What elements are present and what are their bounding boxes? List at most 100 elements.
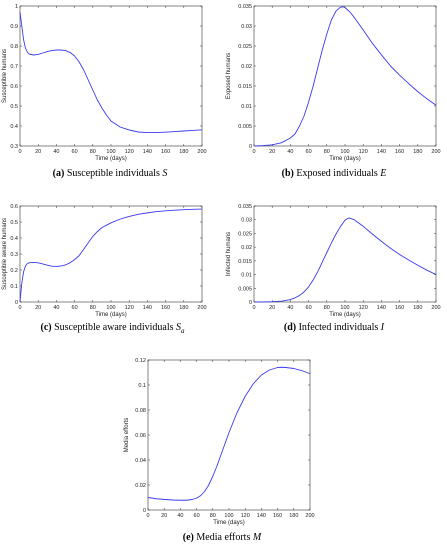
x-tick-label-a-9: 180: [179, 149, 188, 155]
x-axis-title-b: Time (days): [329, 156, 360, 162]
y-tick-label-c-5: 0.5: [10, 220, 18, 226]
caption-a-text: Susceptible individuals: [66, 168, 160, 179]
y-tick-label-e-5: 0.1: [138, 383, 146, 389]
caption-e-symbol: M: [252, 532, 262, 543]
plot-area-c: [19, 205, 203, 303]
y-tick-label-c-3: 0.3: [10, 252, 18, 258]
x-tick-label-a-8: 160: [161, 149, 170, 155]
y-tick-label-b-1: 0.005: [238, 124, 252, 130]
x-tick-label-b-10: 200: [431, 149, 440, 155]
y-tick-label-d-2: 0.01: [241, 273, 252, 279]
y-tick-label-c-6: 0.6: [10, 204, 18, 210]
chart-a-svg: 0 20 40 60 80 100 120 140 160 180 200 0.3 0.4 0.5 0.6 0…: [2, 4, 207, 162]
x-tick-label-e-9: 180: [289, 513, 298, 519]
x-tick-label-c-3: 60: [72, 305, 78, 311]
x-tick-label-d-9: 180: [413, 305, 422, 311]
plot-area-b: [253, 5, 437, 147]
y-tick-label-d-5: 0.025: [238, 231, 252, 237]
y-tick-label-c-4: 0.4: [10, 236, 18, 242]
x-axis-title-d: Time (days): [329, 312, 360, 318]
y-tick-label-a-0: 0.3: [10, 144, 18, 150]
y-tick-label-e-2: 0.04: [135, 458, 146, 464]
chart-panel-d: 0 20 40 60 80 100 120 140 160 180 200 0 0.005 0.01 0.0…: [224, 194, 441, 318]
x-tick-label-e-8: 160: [273, 513, 282, 519]
x-tick-label-b-6: 120: [359, 149, 368, 155]
chart-panel-c: 0 20 40 60 80 100 120 140 160 180 200 0 0.1 0.2 0.3 0.4…: [0, 194, 210, 318]
caption-e: (e) Media efforts M: [112, 532, 332, 543]
x-tick-label-e-3: 60: [194, 513, 200, 519]
x-tick-label-b-3: 60: [306, 149, 312, 155]
y-axis-title-a: Susceptible humans: [2, 49, 8, 103]
x-tick-label-e-2: 40: [177, 513, 183, 519]
x-tick-label-c-5: 100: [106, 305, 115, 311]
y-tick-label-d-3: 0.015: [238, 259, 252, 265]
y-tick-label-c-1: 0.1: [10, 284, 18, 290]
x-tick-label-e-1: 20: [161, 513, 167, 519]
chart-d-svg: 0 20 40 60 80 100 120 140 160 180 200 0 0.005 0.01 0.0…: [226, 204, 441, 318]
chart-panel-b: 0 20 40 60 80 100 120 140 160 180 200 0 0.005 0.01 0.0…: [224, 0, 441, 162]
caption-b: (b) Exposed individuals E: [224, 168, 444, 179]
x-axis-title-e: Time (days): [213, 520, 244, 526]
x-tick-label-b-8: 160: [395, 149, 404, 155]
y-tick-label-b-3: 0.015: [238, 84, 252, 90]
x-tick-label-c-6: 120: [125, 305, 134, 311]
x-tick-label-d-1: 20: [269, 305, 275, 311]
y-tick-label-a-1: 0.4: [10, 124, 18, 130]
plot-area-e: [147, 359, 311, 511]
caption-b-symbol: E: [380, 168, 387, 179]
y-tick-label-e-0: 0: [143, 508, 146, 514]
y-tick-label-b-5: 0.025: [238, 44, 252, 50]
chart-panel-e: 0 20 40 60 80 100 120 140 160 180 200 0 0.02 0.04 0.06…: [122, 350, 322, 526]
x-tick-label-a-2: 40: [53, 149, 59, 155]
x-tick-label-d-0: 0: [252, 305, 255, 311]
y-tick-label-e-6: 0.12: [135, 358, 146, 364]
y-tick-label-a-4: 0.7: [10, 64, 18, 70]
caption-c-symbol: S: [176, 322, 182, 333]
x-tick-label-b-4: 80: [324, 149, 330, 155]
x-tick-label-e-10: 200: [305, 513, 314, 519]
series-line-d: [253, 217, 437, 303]
x-tick-label-c-2: 40: [53, 305, 59, 311]
x-tick-label-c-8: 160: [161, 305, 170, 311]
x-tick-label-d-2: 40: [287, 305, 293, 311]
y-tick-label-a-5: 0.8: [10, 44, 18, 50]
x-tick-label-c-9: 180: [179, 305, 188, 311]
x-tick-label-c-0: 0: [18, 305, 21, 311]
y-tick-label-d-1: 0.005: [238, 286, 252, 292]
x-tick-label-e-4: 80: [210, 513, 216, 519]
x-tick-label-c-10: 200: [197, 305, 206, 311]
y-tick-label-d-7: 0.035: [238, 204, 252, 210]
series-line-b: [253, 6, 437, 147]
caption-d-symbol: I: [380, 322, 385, 333]
x-tick-label-e-6: 120: [241, 513, 250, 519]
y-tick-label-b-6: 0.03: [241, 24, 252, 30]
x-tick-label-e-5: 100: [224, 513, 233, 519]
caption-a: (a) Susceptible individuals S: [0, 168, 220, 179]
chart-e-svg: 0 20 40 60 80 100 120 140 160 180 200 0 0.02 0.04 0.06…: [124, 358, 315, 526]
x-tick-label-b-9: 180: [413, 149, 422, 155]
x-tick-label-d-7: 140: [377, 305, 386, 311]
x-tick-label-a-7: 140: [143, 149, 152, 155]
x-tick-label-d-8: 160: [395, 305, 404, 311]
x-tick-label-b-7: 140: [377, 149, 386, 155]
y-tick-label-c-2: 0.2: [10, 268, 18, 274]
x-tick-label-d-6: 120: [359, 305, 368, 311]
y-tick-label-e-3: 0.06: [135, 433, 146, 439]
caption-b-text: Exposed individuals: [296, 168, 378, 179]
x-tick-label-b-1: 20: [269, 149, 275, 155]
caption-d-text: Infected individuals: [298, 322, 379, 333]
caption-e-letter: (e): [182, 532, 194, 543]
y-tick-label-d-6: 0.03: [241, 218, 252, 224]
x-tick-label-d-4: 80: [324, 305, 330, 311]
x-tick-label-c-1: 20: [35, 305, 41, 311]
y-tick-label-b-7: 0.035: [238, 4, 252, 10]
y-tick-label-d-0: 0: [249, 300, 252, 306]
caption-a-symbol: S: [162, 168, 168, 179]
x-axis-title-a: Time (days): [95, 156, 126, 162]
caption-c-text: Susceptible aware individuals: [54, 322, 174, 333]
series-line-e: [147, 366, 311, 501]
x-tick-label-a-3: 60: [72, 149, 78, 155]
x-tick-label-b-5: 100: [340, 149, 349, 155]
y-tick-label-e-1: 0.02: [135, 483, 146, 489]
y-tick-label-a-2: 0.5: [10, 104, 18, 110]
